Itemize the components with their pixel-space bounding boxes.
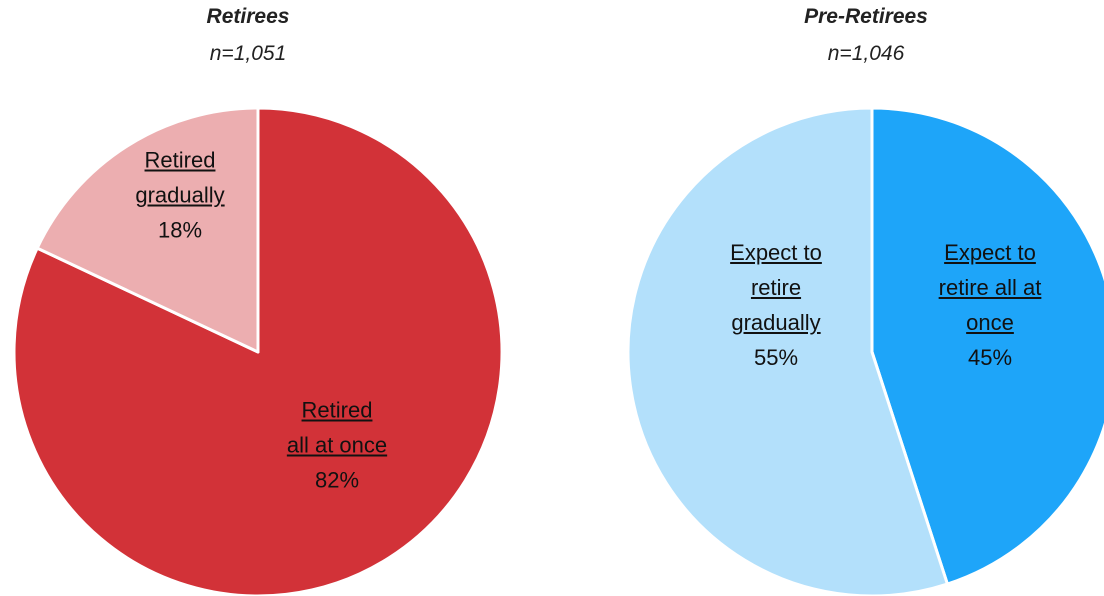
chart-subtitle: n=1,046 <box>827 42 905 65</box>
slice-label: Expect to retire gradually 55% <box>696 235 856 375</box>
slice-category: Expect to retire all at once <box>938 240 1042 335</box>
slice-value: 45% <box>967 345 1013 370</box>
pie-slice <box>35 106 260 354</box>
chart-subtitle: n=1,051 <box>209 42 287 65</box>
chart-title: Retirees <box>206 5 290 28</box>
slice-label: Expect to retire all at once 45% <box>910 235 1070 375</box>
slice-label: Retired gradually 18% <box>100 143 260 248</box>
pie-slice <box>870 106 1104 586</box>
slice-value: 18% <box>157 217 203 243</box>
pie-slice <box>626 106 949 596</box>
slice-value: 55% <box>753 345 799 370</box>
slice-label: Retired all at once 82% <box>257 393 417 498</box>
slice-value: 82% <box>314 467 360 493</box>
slice-category: Retired all at once <box>286 397 388 458</box>
slice-category: Expect to retire gradually <box>730 240 822 335</box>
chart-title: Pre-Retirees <box>804 5 928 28</box>
slice-category: Retired gradually <box>135 147 225 208</box>
